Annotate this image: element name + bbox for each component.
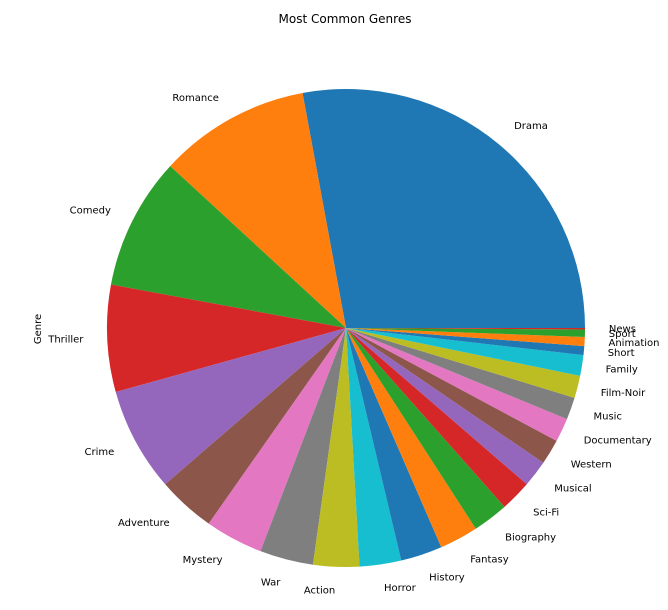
slice-label-sci-fi: Sci-Fi: [533, 508, 559, 519]
slice-label-romance: Romance: [172, 93, 218, 104]
slice-label-adventure: Adventure: [118, 518, 170, 529]
slice-war: [260, 328, 346, 565]
slice-label-sport: Sport: [609, 329, 636, 340]
slice-romance: [170, 92, 346, 329]
slice-label-biography: Biography: [505, 532, 556, 543]
slice-musical: [346, 328, 544, 485]
slice-news: [346, 328, 586, 330]
slice-sport: [346, 328, 585, 338]
slice-label-animation: Animation: [609, 338, 660, 349]
slice-fantasy: [346, 328, 476, 548]
slice-label-action: Action: [304, 586, 335, 597]
slice-drama: [302, 89, 585, 328]
slice-film-noir: [346, 328, 581, 398]
slice-label-war: War: [261, 578, 281, 589]
slice-comedy: [110, 166, 347, 328]
slice-label-film-noir: Film-Noir: [601, 388, 646, 399]
slice-mystery: [208, 328, 346, 552]
slice-biography: [346, 328, 505, 529]
chart-title: Most Common Genres: [278, 12, 412, 26]
y-axis-label: Genre: [33, 314, 44, 344]
slice-action: [312, 328, 360, 567]
slice-thriller: [107, 284, 346, 393]
pie-slices: [107, 89, 586, 567]
slice-crime: [115, 328, 347, 485]
slice-family: [346, 328, 584, 376]
slice-history: [346, 328, 442, 561]
pie-labels: Drama Romance Comedy Thriller Crime Adventure…: [47, 93, 659, 597]
slice-western: [346, 328, 557, 463]
slice-label-horror: Horror: [384, 583, 417, 594]
slice-label-fantasy: Fantasy: [470, 555, 509, 566]
slice-label-comedy: Comedy: [70, 205, 111, 216]
slice-horror: [346, 328, 402, 567]
slice-label-drama: Drama: [514, 121, 548, 132]
slice-short: [346, 328, 585, 356]
slice-label-history: History: [429, 572, 465, 583]
slice-label-documentary: Documentary: [584, 435, 652, 446]
slice-label-mystery: Mystery: [183, 555, 223, 566]
slice-animation: [346, 328, 585, 347]
slice-label-western: Western: [571, 459, 612, 470]
slice-label-news: News: [609, 324, 636, 335]
slice-documentary: [346, 328, 567, 441]
slice-label-family: Family: [606, 364, 638, 375]
slice-label-short: Short: [608, 348, 635, 359]
slice-label-musical: Musical: [554, 483, 591, 494]
slice-label-music: Music: [594, 412, 622, 423]
slice-label-thriller: Thriller: [47, 335, 84, 346]
slice-label-crime: Crime: [85, 447, 115, 458]
slice-adventure: [165, 328, 346, 524]
slice-sci-fi: [346, 328, 527, 507]
slice-music: [346, 328, 575, 420]
